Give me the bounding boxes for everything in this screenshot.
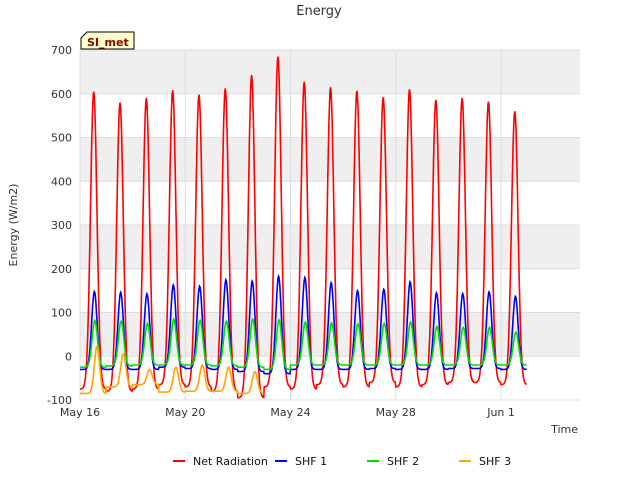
y-tick-label: 600: [51, 88, 72, 101]
series-line: [80, 317, 527, 371]
background-band: [80, 50, 580, 94]
y-axis-ticks: -100 0 100 200 300 400 500 600 700: [47, 44, 72, 407]
site-label: SI_met: [87, 36, 129, 49]
y-tick-label: 100: [51, 307, 72, 320]
x-tick-label: Jun 1: [486, 406, 515, 419]
y-tick-label: 500: [51, 132, 72, 145]
series-line: [80, 56, 528, 399]
legend-item: SHF 3: [459, 455, 511, 468]
y-tick-label: 200: [51, 263, 72, 276]
x-tick-label: May 24: [270, 406, 310, 419]
legend-label: SHF 2: [387, 455, 419, 468]
y-tick-label: 700: [51, 44, 72, 57]
legend-item: Net Radiation: [173, 455, 268, 468]
y-tick-label: 0: [65, 350, 72, 363]
series-shf-1: [80, 273, 527, 375]
y-tick-label: -100: [47, 394, 72, 407]
y-tick-label: 400: [51, 175, 72, 188]
x-tick-label: May 16: [60, 406, 100, 419]
x-tick-label: May 20: [165, 406, 205, 419]
series-line: [80, 344, 264, 395]
site-label-box: SI_met: [80, 31, 135, 50]
series-shf-3: [80, 344, 264, 395]
x-tick-label: May 28: [376, 406, 416, 419]
legend-label: SHF 3: [479, 455, 511, 468]
y-axis-title: Energy (W/m2): [7, 184, 20, 267]
site-label-background: [80, 31, 135, 50]
series-line: [80, 273, 527, 375]
legend-item: SHF 1: [275, 455, 327, 468]
legend-item: SHF 2: [367, 455, 419, 468]
chart-title: Energy: [296, 4, 342, 19]
legend-label: SHF 1: [295, 455, 327, 468]
legend: Net Radiation SHF 1 SHF 2 SHF 3: [173, 455, 511, 468]
legend-label: Net Radiation: [193, 455, 268, 468]
series-layer: [80, 56, 528, 399]
gridlines: [79, 49, 580, 401]
x-axis-ticks: May 16 May 20 May 24 May 28 Jun 1: [60, 406, 515, 419]
y-tick-label: 300: [51, 219, 72, 232]
background-band: [80, 137, 580, 182]
background-band: [80, 225, 580, 269]
series-net-radiation: [80, 56, 528, 399]
x-axis-title: Time: [550, 423, 578, 436]
series-shf-2: [80, 317, 527, 371]
